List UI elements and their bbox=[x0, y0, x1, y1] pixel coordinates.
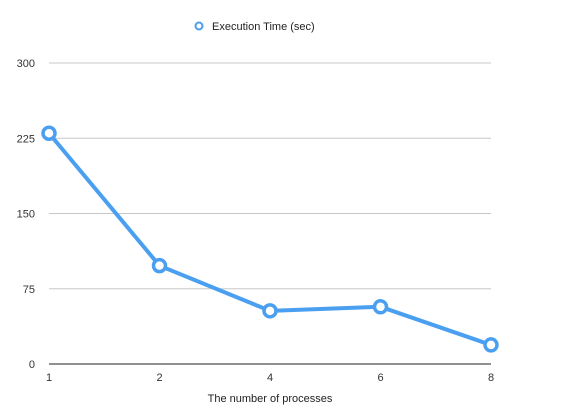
legend: Execution Time (sec) bbox=[194, 21, 315, 33]
data-point-6 bbox=[372, 299, 389, 315]
y-tick-label: 150 bbox=[17, 209, 35, 221]
x-tick-label: 8 bbox=[488, 372, 494, 384]
y-axis-tick-labels: 0 75 150 225 300 bbox=[17, 58, 35, 371]
series-layer bbox=[41, 125, 499, 353]
data-point-2 bbox=[151, 257, 168, 274]
data-point-1 bbox=[41, 125, 57, 141]
x-tick-label: 4 bbox=[267, 372, 273, 384]
x-tick-label: 1 bbox=[46, 372, 52, 384]
x-axis-title: The number of processes bbox=[208, 393, 333, 405]
x-tick-label: 6 bbox=[377, 372, 383, 384]
gridlines bbox=[49, 62, 491, 290]
legend-marker-icon bbox=[194, 21, 204, 31]
x-tick-label: 2 bbox=[156, 372, 162, 384]
legend-label: Execution Time (sec) bbox=[212, 21, 315, 33]
y-tick-label: 0 bbox=[29, 359, 35, 371]
x-axis-tick-labels: 1 2 4 6 8 bbox=[46, 372, 494, 384]
y-tick-label: 75 bbox=[23, 284, 35, 296]
data-point-8 bbox=[483, 337, 499, 353]
y-tick-label: 225 bbox=[17, 133, 35, 145]
y-tick-label: 300 bbox=[17, 58, 35, 70]
data-point-4 bbox=[262, 303, 278, 319]
